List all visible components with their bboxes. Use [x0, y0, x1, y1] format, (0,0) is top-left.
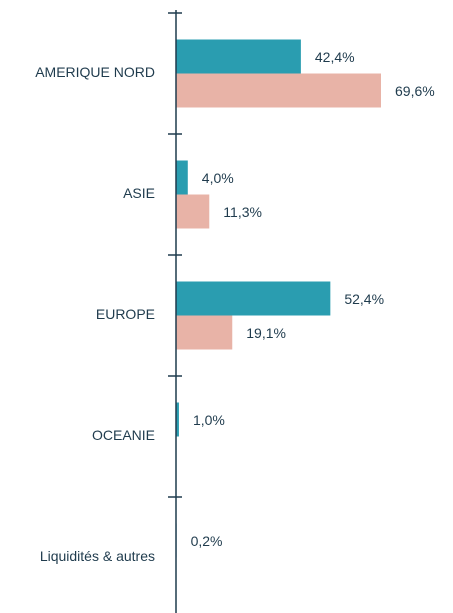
value-label: 42,4% [315, 49, 355, 65]
value-label: 11,3% [223, 204, 262, 220]
bar [176, 194, 210, 229]
category-label: Liquidités & autres [40, 548, 155, 564]
value-label: 52,4% [344, 291, 384, 307]
category-label: ASIE [123, 185, 155, 201]
bar [176, 402, 179, 437]
bar [176, 160, 188, 195]
value-label: 1,0% [193, 412, 225, 428]
category-label: AMERIQUE NORD [35, 64, 155, 80]
value-label: 0,2% [191, 533, 223, 549]
value-label: 69,6% [395, 83, 435, 99]
bar [176, 281, 331, 316]
bar [176, 39, 301, 74]
category-label: EUROPE [96, 306, 155, 322]
bar [176, 73, 381, 108]
value-label: 4,0% [202, 170, 234, 186]
value-label: 19,1% [246, 325, 286, 341]
bar [176, 315, 233, 350]
category-label: OCEANIE [92, 427, 155, 443]
